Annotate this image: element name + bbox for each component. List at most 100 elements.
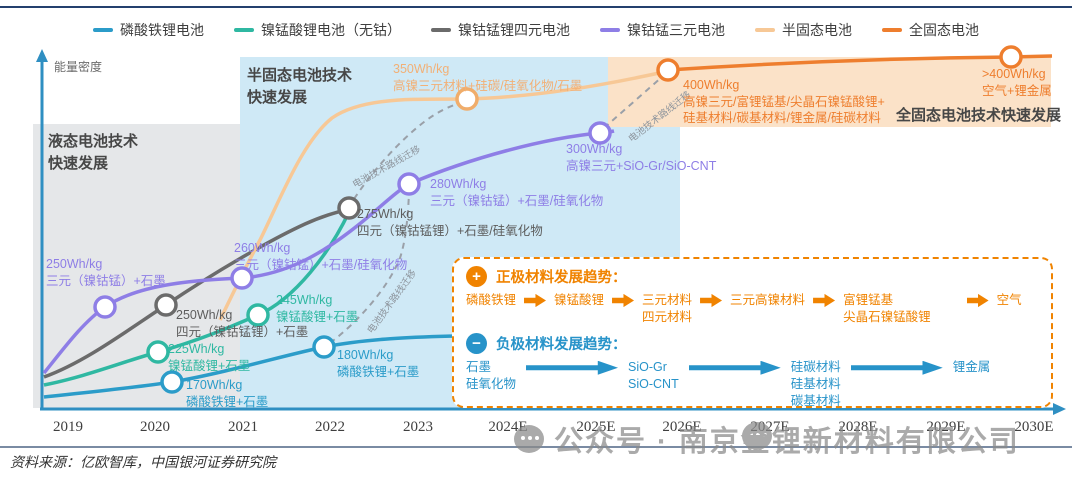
y-axis-label: 能量密度 [54, 60, 103, 74]
series-line-quaternary [43, 207, 350, 379]
x-tick-2029e: 2029E [926, 419, 966, 435]
watermark-text: 公众号 · 南京金锂新材料有限公司 [554, 426, 1020, 458]
point-quad-275 [337, 196, 361, 220]
series-line-semisolid [218, 69, 669, 321]
chain-step: 富锂锰基 尖晶石镍锰酸锂 [843, 293, 931, 324]
right-arrow-icon [688, 360, 781, 375]
plus-icon: + [466, 266, 487, 287]
annotation-semi-350: 350Wh/kg 高镍三元材料+硅碳/硅氧化物/石墨 [393, 62, 583, 93]
annotation-solid-400: 400Wh/kg 高镍三元/富锂锰基/尖晶石镍锰酸锂+ 硅基材料/碳基材料/锂金属/… [683, 78, 885, 125]
chain-step: SiO-Gr SiO-CNT [628, 359, 679, 391]
annotation-ncm-300: 300Wh/kg 高镍三元+SiO-Gr/SiO-CNT [566, 142, 717, 173]
legend-line-swatch [234, 28, 254, 32]
legend-label: 磷酸铁锂电池 [120, 22, 204, 38]
legend-item-quaternary: 镍钴锰锂四元电池 [431, 20, 570, 40]
right-arrow-icon [700, 293, 723, 308]
annotation-lnmo-225: 225Wh/kg 镍锰酸锂+石墨 [168, 342, 251, 373]
annotation-ncm-280: 280Wh/kg 三元（镍钴锰）+石墨/硅氧化物 [430, 177, 604, 208]
annotation-ncm-250: 250Wh/kg 三元（镍钴锰）+石墨 [46, 257, 166, 288]
anode-trend-chain: 石墨 硅氧化物 SiO-Gr SiO-CNT 硅碳材料 硅基材料 碳基材料 锂金属 [466, 359, 1039, 410]
point-ncm-250 [93, 295, 117, 319]
x-axis-arrow-icon [1053, 403, 1066, 415]
point-ncm-300 [588, 121, 612, 145]
chain-step: 磷酸铁锂 [466, 293, 517, 307]
wechat-icon [514, 425, 544, 453]
legend-item-lnmo: 镍锰酸锂电池（无钴） [234, 20, 401, 40]
chain-step: 空气 [996, 293, 1022, 307]
point-lfp-170 [160, 370, 184, 394]
right-arrow-icon [526, 360, 619, 375]
x-axis [40, 403, 1066, 415]
point-lnmo-245 [246, 303, 270, 327]
point-solid-400 [656, 58, 680, 82]
region-title-allsolid: 全固态电池技术快速发展 [896, 107, 1062, 124]
chain-step: 镍锰酸锂 [554, 293, 605, 307]
watermark: 公众号 · 南京金锂新材料有限公司 [514, 418, 1020, 460]
material-trends-box: + 正极材料发展趋势： 磷酸铁锂 镍锰酸锂 三元材料 四元材料 三元高镍材料 富锂… [452, 257, 1053, 408]
data-point-markers [93, 45, 1023, 394]
series-line-lnmo [43, 211, 351, 387]
x-tick-2019: 2019 [53, 419, 83, 435]
legend-line-swatch [755, 28, 775, 32]
chain-step: 石墨 硅氧化物 [466, 359, 517, 391]
right-arrow-icon [524, 293, 547, 308]
y-axis-arrow-icon [36, 49, 48, 62]
series-line-lfp [43, 334, 456, 399]
legend-line-swatch [600, 28, 620, 32]
chain-step: 三元材料 四元材料 [642, 293, 693, 324]
x-tick-2021: 2021 [228, 419, 258, 435]
chart-legend: 磷酸铁锂电池 镍锰酸锂电池（无钴） 镍钴锰锂四元电池 镍钴锰三元电池 半固态电池… [0, 20, 1072, 40]
wechat-icon [742, 422, 772, 450]
legend-line-swatch [93, 28, 113, 32]
minus-icon: − [466, 332, 487, 354]
x-tick-2020: 2020 [140, 419, 170, 435]
annotation-lfp-180: 180Wh/kg 磷酸铁锂+石墨 [337, 348, 420, 379]
annotation-quad-275: 275Wh/kg 四元（镍钴锰锂）+石墨/硅氧化物 [357, 207, 543, 238]
annotation-lnmo-245: 245Wh/kg 镍锰酸锂+石墨 [276, 293, 359, 324]
x-tick-2023: 2023 [403, 419, 433, 435]
migration-path-lfp-to-ternary [329, 192, 410, 344]
annotation-lfp-170: 170Wh/kg 磷酸铁锂+石墨 [186, 378, 269, 409]
x-tick-2026e: 2026E [662, 419, 702, 435]
series-line-allsolid [667, 54, 1053, 72]
chain-step: 三元高镍材料 [730, 293, 806, 307]
anode-trend-header: − 负极材料发展趋势： [466, 332, 1039, 354]
x-tick-2030e: 2030E [1014, 419, 1054, 435]
legend-item-allsolid: 全固态电池 [882, 20, 979, 40]
chain-step: 硅碳材料 硅基材料 碳基材料 [790, 359, 841, 408]
point-solid-400plus [999, 45, 1023, 69]
legend-label: 全固态电池 [909, 22, 979, 38]
region-title-liquid: 液态电池技术 快速发展 [48, 133, 139, 172]
right-arrow-icon [850, 360, 943, 375]
x-tick-2028e: 2028E [838, 419, 878, 435]
x-tick-2025e: 2025E [576, 419, 616, 435]
point-ncm-260 [230, 266, 254, 290]
y-axis [36, 49, 48, 410]
migration-connectors [329, 75, 664, 344]
legend-label: 镍钴锰三元电池 [627, 22, 725, 38]
legend-item-semisolid: 半固态电池 [755, 20, 852, 40]
legend-line-swatch [882, 28, 902, 32]
point-lnmo-225 [146, 340, 170, 364]
right-arrow-icon [966, 293, 989, 308]
migration-path-ternary-to-allsolid [603, 75, 664, 129]
legend-line-swatch [431, 28, 451, 32]
annotation-ncm-260: 260Wh/kg 三元（镍钴锰）+石墨/硅氧化物 [234, 241, 408, 272]
annotation-solid-400plus: >400Wh/kg 空气+锂金属 [982, 67, 1052, 98]
chain-step: 锂金属 [952, 359, 991, 374]
point-lfp-180 [312, 335, 336, 359]
legend-item-ternary: 镍钴锰三元电池 [600, 20, 725, 40]
legend-item-lfp: 磷酸铁锂电池 [93, 20, 204, 40]
legend-label: 镍钴锰锂四元电池 [458, 22, 570, 38]
point-quad-250 [154, 293, 178, 317]
annotation-quad-250: 250Wh/kg 四元（镍钴锰锂）+石墨 [176, 308, 309, 339]
data-source-note: 资料来源：亿欧智库，中国银河证券研究院 [10, 456, 276, 471]
right-arrow-icon [813, 293, 836, 308]
cathode-trend-chain: 磷酸铁锂 镍锰酸锂 三元材料 四元材料 三元高镍材料 富锂锰基 尖晶石镍锰酸锂 空气 [466, 292, 1039, 326]
legend-label: 镍锰酸锂电池（无钴） [261, 22, 401, 38]
migration-path-quad-to-semisolid [353, 102, 461, 200]
right-arrow-icon [612, 293, 635, 308]
region-title-semisolid: 半固态电池技术 快速发展 [247, 67, 353, 106]
